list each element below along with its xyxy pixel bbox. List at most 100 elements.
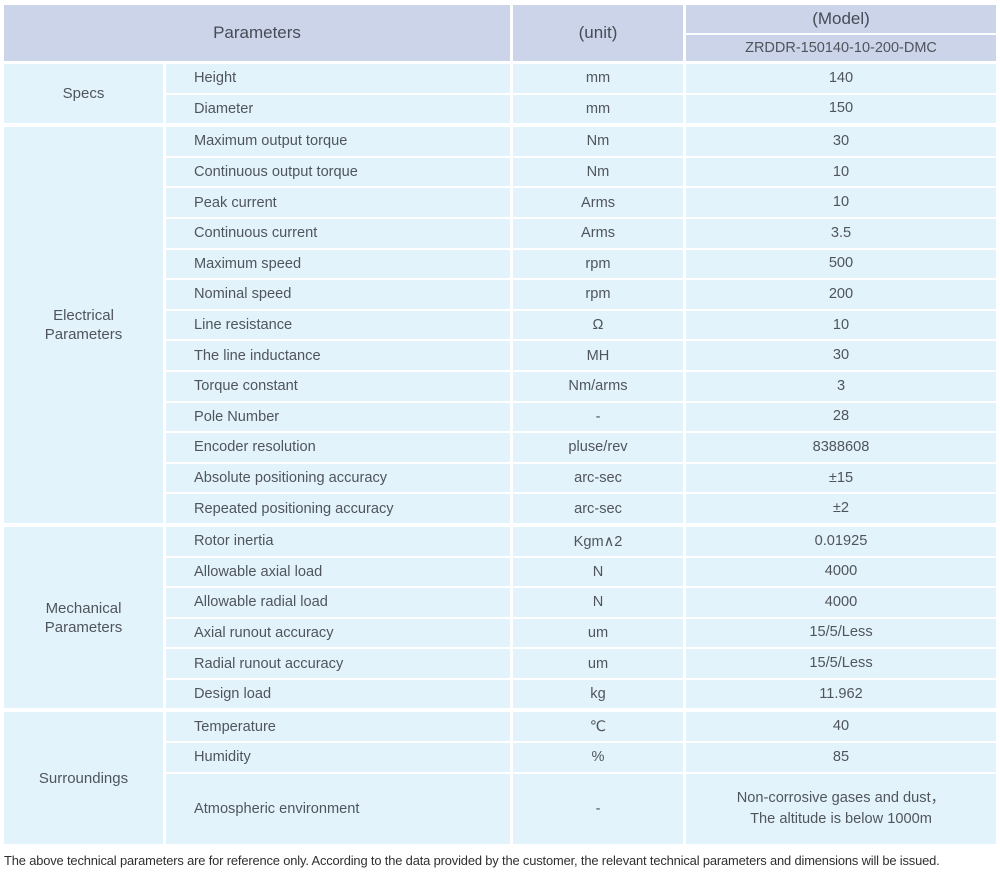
value-cell: 15/5/Less <box>686 618 996 648</box>
section-rows: Temperature ℃ 40 Humidity % 85 Atmospher… <box>166 712 996 844</box>
param-name-cell: Design load <box>166 679 510 709</box>
table-row: Peak current Arms 10 <box>166 188 996 217</box>
value-cell: 11.962 <box>686 679 996 709</box>
param-name-cell: Pole Number <box>166 402 510 432</box>
unit-cell: um <box>513 618 683 648</box>
param-name-cell: Maximum output torque <box>166 127 510 156</box>
table-body: Specs Height mm 140 Diameter mm 150 Elec… <box>4 64 996 844</box>
value-cell: 4000 <box>686 588 996 617</box>
table-section: Electrical Parameters Maximum output tor… <box>4 127 996 523</box>
value-cell: 10 <box>686 188 996 217</box>
table-row: Torque constant Nm/arms 3 <box>166 371 996 401</box>
value-cell: Non-corrosive gases and dust， The altitu… <box>686 773 996 844</box>
param-name-cell: Repeated positioning accuracy <box>166 494 510 523</box>
value-cell: 40 <box>686 712 996 742</box>
model-value: ZRDDR-150140-10-200-DMC <box>745 40 937 57</box>
table-row: Design load kg 11.962 <box>166 679 996 709</box>
unit-cell: Nm/arms <box>513 371 683 401</box>
footer-note: The above technical parameters are for r… <box>4 852 940 868</box>
param-name-cell: Continuous output torque <box>166 157 510 187</box>
unit-cell: Nm <box>513 157 683 187</box>
param-name-cell: Absolute positioning accuracy <box>166 463 510 493</box>
table-row: Continuous output torque Nm 10 <box>166 157 996 187</box>
unit-cell: % <box>513 743 683 772</box>
value-cell: 28 <box>686 402 996 432</box>
value-cell: 200 <box>686 280 996 309</box>
unit-cell: - <box>513 773 683 844</box>
table-row: Diameter mm 150 <box>166 94 996 124</box>
header-model: (Model) ZRDDR-150140-10-200-DMC <box>686 5 996 61</box>
table-row: Repeated positioning accuracy arc-sec ±2 <box>166 494 996 523</box>
table-row: Allowable axial load N 4000 <box>166 557 996 587</box>
param-name-cell: Axial runout accuracy <box>166 618 510 648</box>
param-name-cell: Maximum speed <box>166 249 510 279</box>
param-name-cell: The line inductance <box>166 341 510 370</box>
table-section: Surroundings Temperature ℃ 40 Humidity %… <box>4 712 996 844</box>
unit-cell: mm <box>513 94 683 124</box>
table-row: Humidity % 85 <box>166 743 996 772</box>
param-name-cell: Line resistance <box>166 310 510 340</box>
section-category-cell: Surroundings <box>4 712 163 844</box>
unit-cell: mm <box>513 64 683 93</box>
param-name-cell: Humidity <box>166 743 510 772</box>
unit-cell: Ω <box>513 310 683 340</box>
table-row: Maximum speed rpm 500 <box>166 249 996 279</box>
table-row: The line inductance MH 30 <box>166 341 996 370</box>
unit-cell: rpm <box>513 249 683 279</box>
table-row: Temperature ℃ 40 <box>166 712 996 742</box>
section-rows: Maximum output torque Nm 30 Continuous o… <box>166 127 996 523</box>
section-rows: Height mm 140 Diameter mm 150 <box>166 64 996 124</box>
value-cell: 8388608 <box>686 433 996 462</box>
param-name-cell: Torque constant <box>166 371 510 401</box>
table-section: Mechanical Parameters Rotor inertia Kgm∧… <box>4 526 996 709</box>
table-row: Allowable radial load N 4000 <box>166 588 996 617</box>
value-cell: 140 <box>686 64 996 93</box>
param-name-cell: Continuous current <box>166 218 510 248</box>
value-cell: 85 <box>686 743 996 772</box>
section-rows: Rotor inertia Kgm∧2 0.01925 Allowable ax… <box>166 526 996 709</box>
value-cell: 3 <box>686 371 996 401</box>
table-section: Specs Height mm 140 Diameter mm 150 <box>4 64 996 124</box>
table-row: Line resistance Ω 10 <box>166 310 996 340</box>
unit-cell: ℃ <box>513 712 683 742</box>
param-name-cell: Nominal speed <box>166 280 510 309</box>
unit-cell: Kgm∧2 <box>513 526 683 556</box>
value-cell: 0.01925 <box>686 526 996 556</box>
table-row: Height mm 140 <box>166 64 996 93</box>
unit-cell: rpm <box>513 280 683 309</box>
param-name-cell: Allowable radial load <box>166 588 510 617</box>
value-cell: 500 <box>686 249 996 279</box>
value-cell: 4000 <box>686 557 996 587</box>
value-cell: ±15 <box>686 463 996 493</box>
unit-cell: arc-sec <box>513 494 683 523</box>
value-cell: 30 <box>686 127 996 156</box>
unit-cell: kg <box>513 679 683 709</box>
table-row: Encoder resolution pluse/rev 8388608 <box>166 433 996 462</box>
unit-cell: Nm <box>513 127 683 156</box>
param-name-cell: Height <box>166 64 510 93</box>
unit-cell: pluse/rev <box>513 433 683 462</box>
table-row: Pole Number - 28 <box>166 402 996 432</box>
section-category-cell: Specs <box>4 64 163 124</box>
unit-cell: N <box>513 557 683 587</box>
section-category-cell: Mechanical Parameters <box>4 526 163 709</box>
table-header: Parameters (unit) (Model) ZRDDR-150140-1… <box>4 5 996 61</box>
table-row: Absolute positioning accuracy arc-sec ±1… <box>166 463 996 493</box>
unit-cell: N <box>513 588 683 617</box>
value-cell: 10 <box>686 157 996 187</box>
header-unit: (unit) <box>513 5 683 61</box>
unit-cell: arc-sec <box>513 463 683 493</box>
table-row: Rotor inertia Kgm∧2 0.01925 <box>166 526 996 556</box>
unit-cell: Arms <box>513 188 683 217</box>
model-label: (Model) <box>686 5 996 36</box>
table-row: Maximum output torque Nm 30 <box>166 127 996 156</box>
param-name-cell: Rotor inertia <box>166 526 510 556</box>
param-name-cell: Allowable axial load <box>166 557 510 587</box>
unit-cell: Arms <box>513 218 683 248</box>
table-row: Atmospheric environment - Non-corrosive … <box>166 773 996 844</box>
value-cell: 3.5 <box>686 218 996 248</box>
param-name-cell: Atmospheric environment <box>166 773 510 844</box>
table-row: Radial runout accuracy um 15/5/Less <box>166 649 996 678</box>
unit-cell: um <box>513 649 683 678</box>
